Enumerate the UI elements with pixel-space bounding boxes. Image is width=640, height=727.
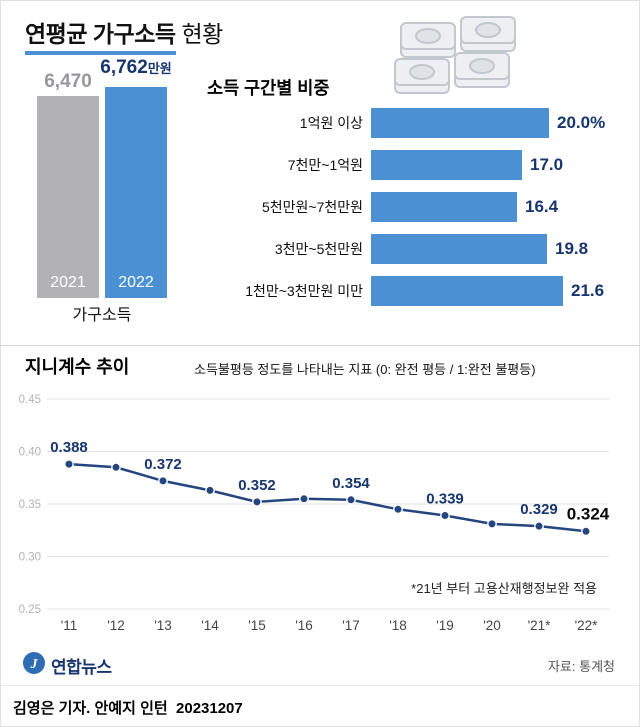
- gini-chart-title: 지니계수 추이: [25, 357, 130, 377]
- gini-chart-note: *21년 부터 고용산재행정보완 적용: [411, 581, 597, 596]
- point-label: 0.372: [144, 456, 182, 473]
- x-tick-label: '11: [61, 618, 78, 633]
- bracket-row: 3천만~5천만원 19.8: [191, 228, 631, 270]
- x-tick-label: '19: [436, 618, 454, 633]
- yonhap-logo-text: 연합뉴스: [51, 658, 112, 677]
- bracket-label: 3천만~5천만원: [274, 241, 363, 257]
- bracket-row: 1억원 이상 20.0%: [191, 102, 631, 144]
- y-tick-label: 0.45: [19, 394, 41, 406]
- income-bar-2022: 2022: [105, 87, 167, 298]
- bracket-chart-title: 소득 구간별 비중: [207, 78, 330, 98]
- y-tick-label: 0.35: [19, 499, 41, 511]
- bracket-bar: [371, 234, 547, 264]
- y-tick-label: 0.40: [19, 447, 41, 459]
- data-point: [393, 504, 403, 515]
- bracket-value: 16.4: [525, 197, 559, 216]
- footer: J 연합뉴스 자료: 통계청: [23, 652, 615, 679]
- income-value-2022: 6,762만원: [87, 57, 185, 79]
- page-title-rest: 현황: [181, 21, 224, 47]
- y-tick-label: 0.30: [19, 552, 41, 564]
- gini-line-chart: 0.45 0.40 0.35 0.30 0.25 0.388 0.372 0.352 0.354…: [19, 394, 610, 633]
- x-tick-label: '12: [107, 618, 125, 633]
- bracket-value: 20.0%: [557, 113, 606, 132]
- byline-divider: [1, 685, 639, 686]
- x-tick-label: '14: [201, 618, 219, 633]
- svg-text:J: J: [30, 657, 39, 672]
- data-point: [440, 510, 450, 521]
- data-point: [346, 494, 356, 505]
- data-point: [299, 493, 309, 504]
- page-title: 연평균 가구소득 현황: [25, 15, 224, 55]
- point-label: 0.329: [520, 501, 558, 518]
- bracket-bar-chart: 1억원 이상 20.0% 7천만~1억원 17.0 5천만원~7천만원 16.4 3천만~5…: [191, 102, 631, 312]
- money-stacks-svg: [394, 16, 516, 94]
- yonhap-logo: J 연합뉴스: [23, 652, 112, 679]
- bracket-label: 7천만~1억원: [287, 157, 363, 173]
- bracket-bar: [371, 276, 563, 306]
- point-label: 0.388: [50, 439, 88, 456]
- bracket-label: 1천만~3천만원 미만: [245, 283, 363, 299]
- income-value-2022-number: 6,762: [100, 57, 148, 78]
- point-label: 0.352: [238, 477, 276, 494]
- income-bar-year-2022: 2022: [118, 274, 154, 291]
- bracket-row: 7천만~1억원 17.0: [191, 144, 631, 186]
- bracket-bar: [371, 150, 522, 180]
- data-point: [581, 526, 591, 537]
- x-tick-label: '17: [342, 618, 360, 633]
- bracket-value: 21.6: [571, 281, 605, 300]
- data-point: [64, 459, 74, 470]
- x-tick-label: '13: [154, 618, 172, 633]
- income-value-2021: 6,470: [44, 71, 92, 92]
- income-bar-year-2021: 2021: [50, 274, 86, 291]
- byline: 김영은 기자. 안예지 인턴 20231207: [13, 700, 243, 717]
- income-chart-label: 가구소득: [72, 307, 132, 324]
- bracket-value: 19.8: [555, 239, 589, 258]
- bracket-label: 1억원 이상: [299, 115, 363, 131]
- income-bar-2021: 2021: [37, 96, 99, 298]
- gini-line: [68, 462, 587, 533]
- x-tick-label: '21*: [528, 618, 552, 633]
- data-point: [158, 476, 168, 486]
- bracket-bar: [371, 108, 549, 138]
- data-point: [487, 518, 497, 529]
- y-tick-label: 0.25: [19, 604, 41, 616]
- gini-chart-subtitle: 소득불평등 정도를 나타내는 지표 (0: 완전 평등 / 1:완전 불평등): [194, 362, 536, 377]
- data-point: [111, 462, 121, 473]
- bracket-row: 1천만~3천만원 미만 21.6: [191, 270, 631, 312]
- point-label: 0.324: [567, 504, 610, 523]
- income-bar-chart: 6,470 6,762만원 2021 2022 가구소득: [37, 57, 172, 325]
- point-label: 0.339: [426, 491, 464, 508]
- x-tick-label: '15: [248, 618, 266, 633]
- bracket-bar: [371, 192, 517, 222]
- bracket-row: 5천만원~7천만원 16.4: [191, 186, 631, 228]
- data-point: [252, 497, 262, 507]
- source-label: 자료: 통계청: [547, 659, 615, 674]
- data-point: [205, 485, 215, 496]
- x-tick-label: '16: [295, 618, 313, 633]
- data-point: [534, 521, 544, 532]
- yonhap-logo-icon: J: [23, 652, 45, 679]
- point-label: 0.354: [332, 475, 370, 492]
- page-title-highlight: 연평균 가구소득: [25, 21, 176, 55]
- x-tick-label: '20: [483, 618, 501, 633]
- x-tick-label: '18: [389, 618, 407, 633]
- bracket-label: 5천만원~7천만원: [261, 199, 363, 215]
- money-stacks-icon: [387, 15, 527, 105]
- x-tick-label: '22*: [575, 618, 599, 633]
- section-divider: [1, 345, 639, 346]
- bracket-value: 17.0: [530, 155, 564, 174]
- income-value-unit: 만원: [147, 61, 172, 76]
